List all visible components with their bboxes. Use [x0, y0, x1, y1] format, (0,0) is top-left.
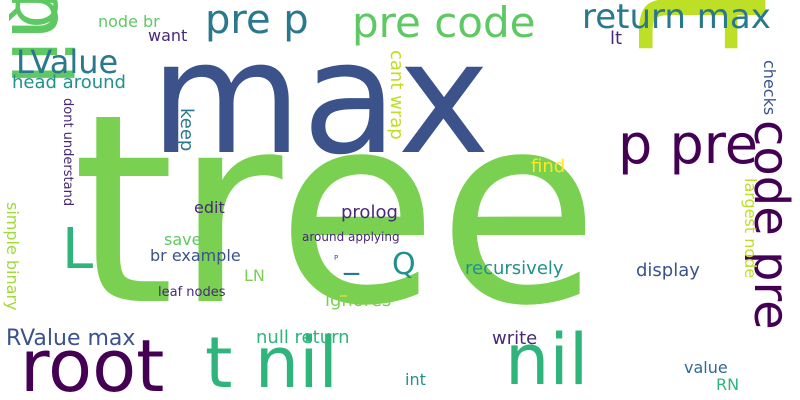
word-q-small: Q — [392, 247, 416, 282]
word-want: want — [148, 26, 188, 45]
word-underscore: _ — [344, 241, 359, 276]
word-value: value — [684, 358, 728, 377]
word-ignores: ignores — [325, 290, 392, 311]
word-pre-p: pre p — [205, 0, 309, 43]
word-max: max — [150, 7, 490, 189]
word-rn: RN — [716, 375, 740, 394]
word-display: display — [636, 260, 700, 281]
word-prolog: prolog — [341, 202, 398, 223]
word-q-top: Q — [2, 0, 67, 29]
word-lt: lt — [610, 28, 623, 49]
word-keep: keep — [176, 108, 197, 152]
word-int: int — [405, 370, 426, 389]
word-lvalue: LValue — [16, 43, 119, 81]
word-around-applying: around applying — [302, 230, 400, 244]
word-find: find — [531, 156, 566, 177]
word-br-example: br example — [150, 246, 241, 265]
word-save: save — [164, 230, 202, 249]
word-tree: tree — [72, 58, 600, 363]
word-cant-wrap: cant wrap — [386, 50, 407, 140]
word-edit: edit — [194, 198, 225, 217]
word-head-around: head around — [12, 72, 126, 93]
word-pre-code: pre code — [352, 0, 536, 47]
word-underscore-small: _ — [340, 281, 347, 297]
word-t-nil: t nil — [205, 322, 338, 400]
word-p-pre: p pre — [618, 113, 758, 176]
word-node-br: node br — [98, 12, 160, 31]
word-p-tiny: P — [334, 254, 339, 262]
word-ln: LN — [244, 266, 265, 285]
word-largest-node: largest node — [741, 178, 760, 279]
word-checks: checks — [760, 60, 779, 116]
word-recursively: recursively — [465, 258, 564, 279]
word-dont-understand: dont understand — [60, 98, 75, 207]
word-root: root — [20, 324, 165, 400]
word-l: L — [62, 217, 94, 282]
word-nil-bottom: nil — [505, 319, 589, 400]
word-write: write — [492, 328, 538, 349]
word-rvalue-max: RValue max — [6, 326, 136, 351]
word-return-max: return max — [582, 0, 771, 37]
word-null-return: null return — [256, 327, 350, 348]
word-leaf-nodes: leaf nodes — [158, 285, 226, 300]
word-simple-binary: simple binary — [3, 202, 22, 311]
